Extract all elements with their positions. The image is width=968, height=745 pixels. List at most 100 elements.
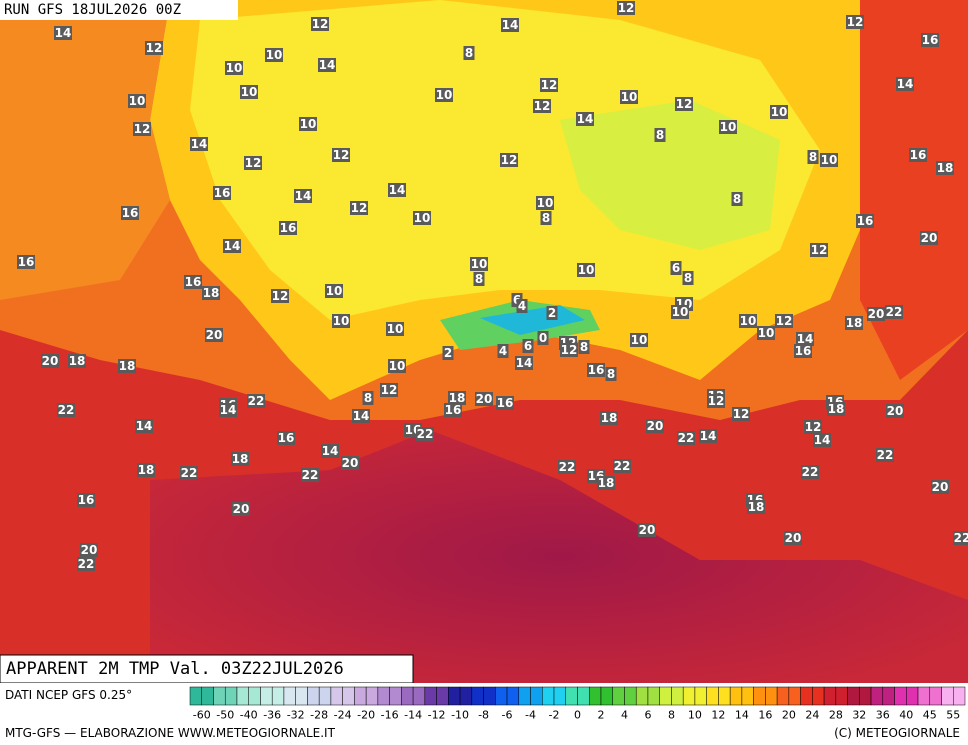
colorbar-cell	[765, 686, 778, 706]
colorbar-cell	[624, 686, 637, 706]
colorbar-cell	[588, 686, 602, 706]
label-box	[886, 404, 904, 418]
temp-label: 20	[342, 456, 359, 470]
temp-label: 4	[499, 344, 507, 358]
temp-label: 10	[326, 284, 343, 298]
temp-label: 18	[601, 411, 618, 425]
colorbar-cell	[553, 686, 567, 706]
colorbar-cell	[506, 686, 520, 706]
temp-label: 12	[676, 97, 693, 111]
label-box	[118, 359, 136, 373]
temp-label: 20	[639, 523, 656, 537]
credit-left: MTG-GFS — ELABORAZIONE WWW.METEOGIORNALE…	[5, 726, 336, 740]
label-box	[546, 306, 558, 320]
colorbar-cell	[729, 686, 743, 706]
colorbar-cell	[448, 686, 461, 706]
label-box	[846, 15, 864, 29]
temp-label: 22	[181, 466, 198, 480]
label-box	[885, 305, 903, 319]
colorbar-tick-label: 55	[946, 709, 960, 722]
colorbar-tick-label: 36	[876, 709, 890, 722]
temp-label: 22	[802, 465, 819, 479]
label-box	[184, 275, 202, 289]
colorbar-tick-label: -2	[549, 709, 560, 722]
colorbar-cell	[377, 686, 390, 706]
temp-label: 22	[559, 460, 576, 474]
temp-label: 12	[146, 41, 163, 55]
temp-label: 10	[537, 196, 554, 210]
colorbar-tick-label: -50	[216, 709, 234, 722]
temp-label: 12	[351, 201, 368, 215]
label-box	[321, 444, 339, 458]
colorbar-cell	[870, 686, 884, 706]
colorbar-cell	[800, 686, 813, 706]
label-box	[867, 307, 885, 321]
temp-label: 14	[897, 77, 914, 91]
temp-label: 14	[389, 183, 406, 197]
temp-label: 10	[241, 85, 258, 99]
label-box	[332, 314, 350, 328]
label-box	[931, 480, 949, 494]
temp-label: 22	[58, 403, 75, 417]
colorbar-cell	[882, 686, 895, 706]
label-box	[909, 148, 927, 162]
colorbar-cell	[600, 686, 613, 706]
colorbar-tick-label: -40	[240, 709, 258, 722]
colorbar-tick-label: 0	[574, 709, 581, 722]
colorbar-cell	[682, 686, 696, 706]
colorbar-cell	[213, 686, 226, 706]
colorbar-cell	[518, 686, 531, 706]
label-box	[677, 431, 695, 445]
temp-label: 10	[387, 322, 404, 336]
label-box	[719, 120, 737, 134]
temp-label: 22	[886, 305, 903, 319]
temp-label: 12	[134, 122, 151, 136]
colorbar-cell	[201, 686, 214, 706]
label-box	[271, 289, 289, 303]
colorbar-tick-label: -24	[334, 709, 352, 722]
temp-label: 8	[580, 340, 588, 354]
temp-label: 10	[333, 314, 350, 328]
temp-label: 18	[828, 402, 845, 416]
colorbar-cell	[788, 686, 801, 706]
temp-label: 20	[932, 480, 949, 494]
temp-label: 18	[937, 161, 954, 175]
label-box	[953, 531, 968, 545]
colorbar-cell	[354, 686, 367, 706]
temp-label: 16	[78, 493, 95, 507]
label-box	[558, 460, 576, 474]
label-box	[671, 305, 689, 319]
label-box	[921, 33, 939, 47]
temp-label: 22	[614, 459, 631, 473]
colorbar-cell	[483, 686, 496, 706]
temp-label: 16	[922, 33, 939, 47]
label-box	[121, 206, 139, 220]
colorbar-cell	[659, 686, 672, 706]
temp-label: 12	[381, 383, 398, 397]
temp-label: 14	[353, 409, 370, 423]
colorbar-cell	[436, 686, 449, 706]
colorbar-cell	[635, 686, 649, 706]
temp-label: 14	[295, 189, 312, 203]
temp-label: 18	[748, 500, 765, 514]
label-box	[845, 316, 863, 330]
temp-label: 22	[877, 448, 894, 462]
label-box	[497, 344, 509, 358]
label-box	[801, 465, 819, 479]
colorbar-tick-label: 8	[668, 709, 675, 722]
label-box	[620, 90, 638, 104]
temp-label: 10	[720, 120, 737, 134]
credit-right: (C) METEOGIORNALE	[834, 726, 960, 740]
colorbar-tick-label: 16	[758, 709, 772, 722]
label-box	[533, 99, 551, 113]
colorbar-cell	[906, 686, 919, 706]
temp-label: 10	[389, 359, 406, 373]
label-box	[133, 122, 151, 136]
colorbar-tick-label: 2	[597, 709, 604, 722]
label-box	[362, 391, 374, 405]
temp-label: 12	[245, 156, 262, 170]
temp-label: 14	[322, 444, 339, 458]
title-box	[0, 654, 414, 684]
temp-label: 10	[471, 257, 488, 271]
temp-label: 4	[518, 299, 526, 313]
